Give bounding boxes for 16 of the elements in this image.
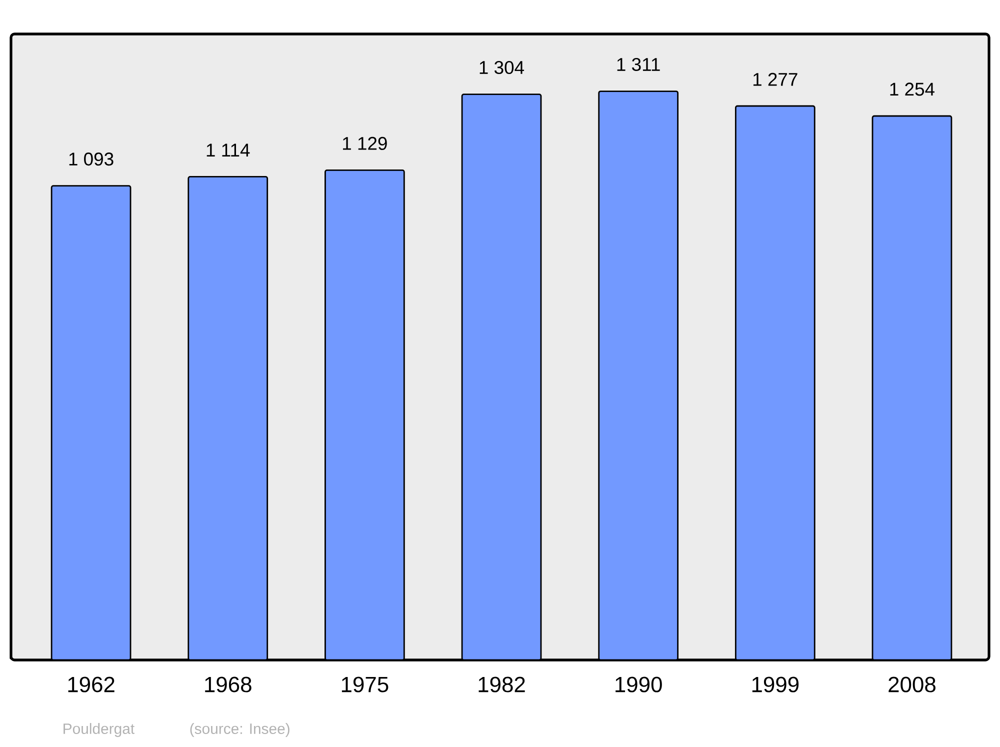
data-label: 1 311 — [617, 58, 660, 72]
data-label: 1 114 — [206, 144, 250, 156]
data-label: 1 277 — [753, 72, 798, 86]
data-label: 1 254 — [890, 82, 934, 96]
x-tick-label: 1975 — [342, 676, 388, 692]
data-label: 1 093 — [69, 152, 114, 166]
x-tick-label: 2008 — [888, 676, 936, 692]
x-tick-label: 1999 — [752, 676, 799, 692]
text: Pouldergat — [64, 723, 134, 737]
data-label: 1 304 — [480, 60, 524, 74]
x-tick-label: 1968 — [205, 676, 252, 692]
text: (source: Insee) — [190, 723, 290, 737]
data-label: 1 129 — [343, 136, 387, 150]
x-tick-label: 1990 — [616, 676, 662, 692]
x-tick-label: 1982 — [478, 676, 525, 692]
x-tick-label: 1962 — [68, 676, 114, 692]
